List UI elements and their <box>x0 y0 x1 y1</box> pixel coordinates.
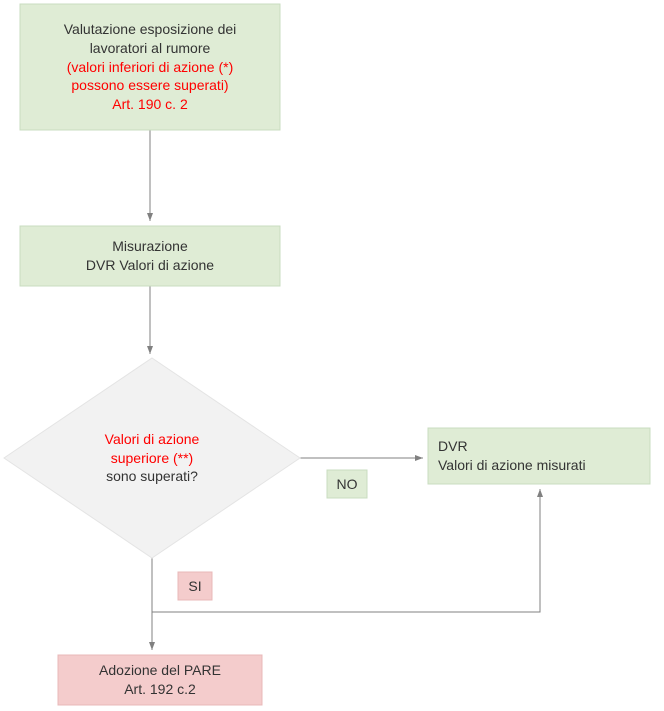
node-text-line: Valori di azione misurati <box>438 456 586 475</box>
node-n3-label: Valori di azionesuperiore (**)sono super… <box>63 398 241 518</box>
node-text-line: DVR Valori di azione <box>86 256 214 275</box>
node-text-line: Art. 190 c. 2 <box>112 95 187 114</box>
node-text-line: NO <box>337 475 358 494</box>
node-text-line: Misurazione <box>112 237 187 256</box>
node-labelSi-label: SI <box>178 572 212 600</box>
node-text-line: possono essere superati) <box>71 76 228 95</box>
node-text-line: SI <box>188 577 201 596</box>
node-text-line: Valori di azione <box>105 430 200 449</box>
node-text-line: (valori inferiori di azione (*) <box>67 58 234 77</box>
node-text-line: DVR <box>438 437 468 456</box>
node-text-line: Valutazione esposizione dei <box>64 20 237 39</box>
node-n1-label: Valutazione esposizione deilavoratori al… <box>20 4 280 130</box>
node-labelNo-label: NO <box>327 470 367 498</box>
node-n5-label: Adozione del PAREArt. 192 c.2 <box>58 655 262 705</box>
node-text-line: Art. 192 c.2 <box>124 680 196 699</box>
node-text-line: sono superati? <box>106 467 198 486</box>
node-n2-label: MisurazioneDVR Valori di azione <box>20 226 280 286</box>
node-text-line: superiore (**) <box>111 449 193 468</box>
node-text-line: Adozione del PARE <box>99 661 221 680</box>
node-text-line: lavoratori al rumore <box>90 39 211 58</box>
node-n4-label: DVRValori di azione misurati <box>428 428 650 484</box>
